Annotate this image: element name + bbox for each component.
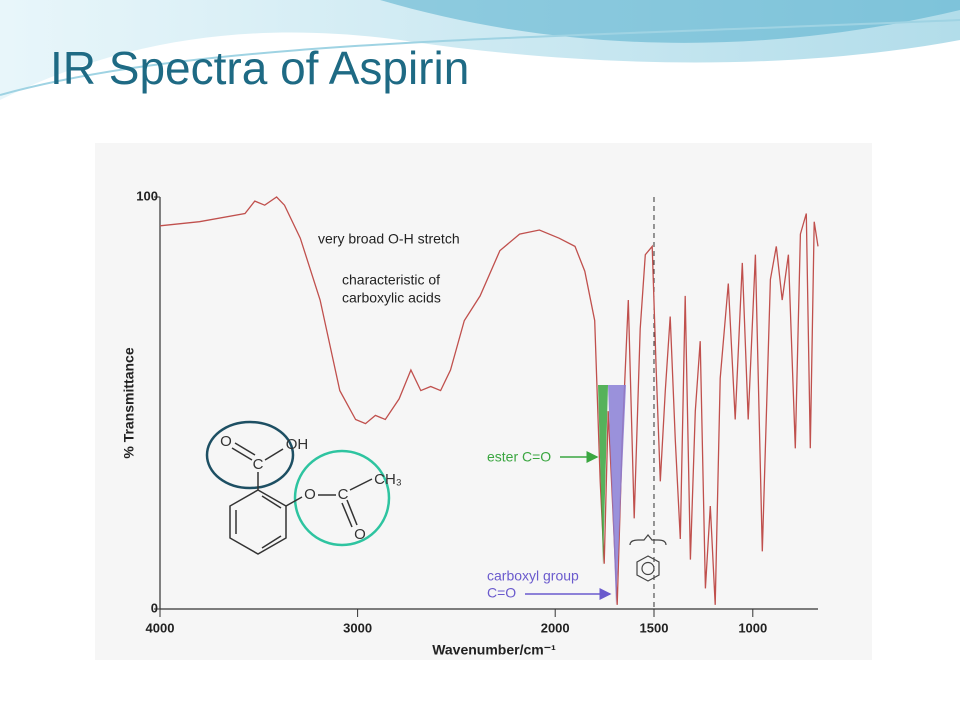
header-wave [0, 19, 960, 96]
atom-label: C [253, 456, 264, 473]
annotation: ester C=O [487, 449, 551, 465]
slide-title: IR Spectra of Aspirin [50, 42, 469, 94]
x-tick-label: 1500 [640, 620, 669, 635]
ester-highlight [598, 385, 608, 565]
x-tick-label: 4000 [146, 620, 175, 635]
atom-label: OH [286, 436, 309, 453]
carboxyl-highlight [608, 385, 626, 605]
atom-label: C [338, 486, 349, 503]
annotation: C=O [487, 585, 516, 601]
atom-label: CH₃ [374, 471, 402, 488]
annotation: very broad O-H stretch [318, 231, 460, 247]
y-tick-label: 0 [151, 600, 158, 615]
x-tick-label: 2000 [541, 620, 570, 635]
x-tick-label: 1000 [738, 620, 767, 635]
spectrum-line [159, 196, 819, 605]
atom-label: O [354, 526, 366, 543]
x-axis-label: Wavenumber/cm⁻¹ [432, 642, 556, 658]
header-wave [380, 0, 960, 43]
annotation: carboxyl group [487, 568, 579, 584]
atom-label: O [304, 486, 316, 503]
benzene-icon [629, 534, 667, 582]
annotation: characteristic of [342, 272, 440, 288]
x-tick-label: 3000 [343, 620, 372, 635]
aspirin-structure [205, 420, 391, 555]
chart-panel [95, 143, 872, 660]
annotation: carboxylic acids [342, 290, 441, 306]
y-axis-label: % Transmittance [121, 347, 137, 458]
atom-label: O [220, 433, 232, 450]
y-tick-label: 100 [136, 188, 158, 203]
